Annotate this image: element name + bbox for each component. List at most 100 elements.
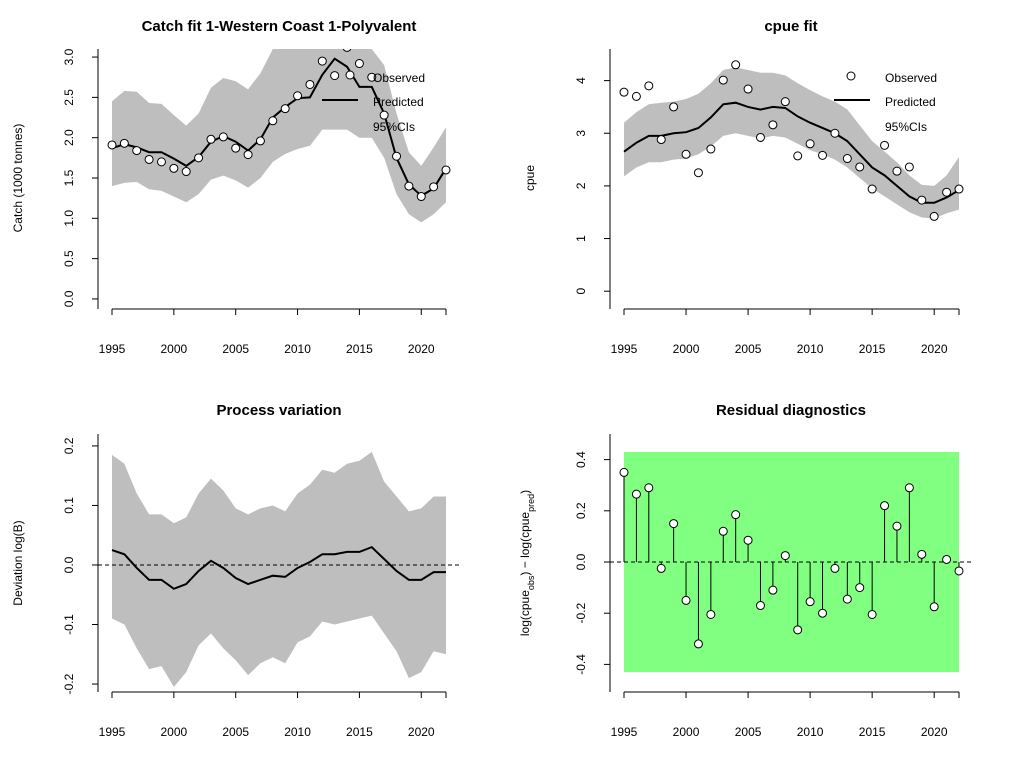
y-tick-label: 0.5 (62, 250, 76, 267)
x-tick-label: 2020 (921, 342, 948, 356)
y-tick-label: 2.0 (62, 129, 76, 146)
process-chart-title: Process variation (216, 402, 341, 419)
data-point (954, 184, 964, 194)
y-axis: 0.0 0.5 1.0 1.5 2.0 2.5 3.0 (62, 48, 99, 309)
data-point (805, 597, 815, 607)
data-point (768, 585, 778, 595)
data-point (656, 563, 666, 573)
ci-band (112, 451, 446, 688)
y-tick-label: 0.0 (62, 556, 76, 573)
residual-y-axis-label: log(cpueobs) − log(cpuepred) (518, 490, 536, 636)
data-point (842, 154, 852, 164)
data-point (280, 104, 290, 114)
data-point (942, 187, 952, 197)
y-axis: 0 1 2 3 4 (574, 49, 611, 309)
data-point (718, 75, 728, 85)
x-tick-label: 1995 (99, 725, 126, 739)
data-point (404, 181, 414, 191)
x-tick-label: 1995 (611, 342, 638, 356)
panel-process-variation: Process variation Deviation log(B) 1995 2… (11, 402, 460, 739)
data-point (619, 467, 629, 477)
y-tick-label: 1.0 (62, 210, 76, 227)
data-point (144, 154, 154, 164)
ylabel-sub-b: pred (526, 494, 536, 512)
data-point (855, 162, 865, 172)
x-tick-label: 2020 (408, 342, 435, 356)
data-point (731, 60, 741, 70)
legend-predicted-label: Predicted (885, 95, 936, 109)
data-point (706, 144, 716, 154)
data-point (631, 489, 641, 499)
data-point (194, 153, 204, 163)
ylabel-part-c: ) (518, 490, 532, 494)
data-point (805, 139, 815, 149)
x-tick-label: 2005 (735, 342, 762, 356)
data-point (768, 120, 778, 130)
x-tick-label: 2005 (222, 342, 249, 356)
residual-plot-area: 1995 2000 2005 2010 2015 2020 -0.4 -0.2 0.0 0.2 0.… (574, 434, 973, 739)
process-plot-area: 1995 2000 2005 2010 2015 2020 -0.2 -0.1 0.0 0.1 0.… (62, 434, 460, 739)
data-point (718, 526, 728, 536)
legend-ci-label: 95%CIs (885, 120, 927, 134)
y-tick-label: 3 (574, 130, 588, 137)
data-point (441, 165, 451, 175)
data-point (392, 151, 402, 161)
x-tick-label: 2000 (673, 342, 700, 356)
data-point (330, 71, 340, 81)
catch-chart-title: Catch fit 1-Western Coast 1-Polyvalent (142, 18, 417, 35)
y-tick-label: -0.2 (62, 673, 76, 694)
data-point (119, 138, 129, 148)
y-tick-label: 2 (574, 182, 588, 189)
x-tick-label: 2010 (797, 342, 824, 356)
data-point (156, 157, 166, 167)
data-point (818, 150, 828, 160)
y-tick-label: 1.5 (62, 169, 76, 186)
data-point (867, 184, 877, 194)
ci-band (624, 67, 959, 219)
data-point (644, 483, 654, 493)
x-tick-label: 1995 (99, 342, 126, 356)
data-point (169, 163, 179, 173)
x-tick-label: 2015 (859, 342, 886, 356)
data-point (107, 140, 117, 150)
data-point (830, 563, 840, 573)
data-point (693, 168, 703, 178)
data-point (917, 195, 927, 205)
predicted-line (623, 101, 960, 204)
data-point (681, 149, 691, 159)
y-tick-label: 0.0 (574, 553, 588, 570)
x-axis: 1995 2000 2005 2010 2015 2020 (611, 691, 960, 739)
data-point (206, 134, 216, 144)
x-axis: 1995 2000 2005 2010 2015 2020 (99, 308, 447, 356)
data-point (793, 625, 803, 635)
residual-chart-title: Residual diagnostics (716, 402, 866, 419)
process-y-axis-label: Deviation log(B) (11, 520, 25, 605)
data-point (669, 102, 679, 112)
predicted-line (111, 57, 447, 197)
y-tick-label: 0.0 (62, 290, 76, 307)
cpue-chart-title: cpue fit (764, 18, 817, 35)
panel-catch-fit: Catch fit 1-Western Coast 1-Polyvalent C… (11, 18, 451, 356)
plot-content (107, 49, 451, 223)
data-point (305, 79, 315, 89)
data-point (218, 132, 228, 142)
data-point (379, 110, 389, 120)
data-point (429, 182, 439, 192)
y-tick-label: 4 (574, 77, 588, 84)
data-point (780, 97, 790, 107)
data-point (231, 143, 241, 153)
data-point (855, 583, 865, 593)
y-tick-label: 0.4 (574, 451, 588, 468)
plot-content (610, 451, 973, 673)
x-axis: 1995 2000 2005 2010 2015 2020 (99, 691, 447, 739)
legend-observed-symbol (345, 70, 355, 80)
x-tick-label: 2015 (346, 342, 373, 356)
residual-band (624, 451, 959, 673)
panel-residual-diagnostics: Residual diagnostics log(cpueobs) − log(… (518, 402, 973, 739)
data-point (416, 192, 426, 202)
data-point (644, 81, 654, 91)
data-point (954, 566, 964, 576)
data-point (867, 609, 877, 619)
data-point (904, 483, 914, 493)
y-axis: -0.2 -0.1 0.0 0.1 0.2 (62, 434, 99, 694)
